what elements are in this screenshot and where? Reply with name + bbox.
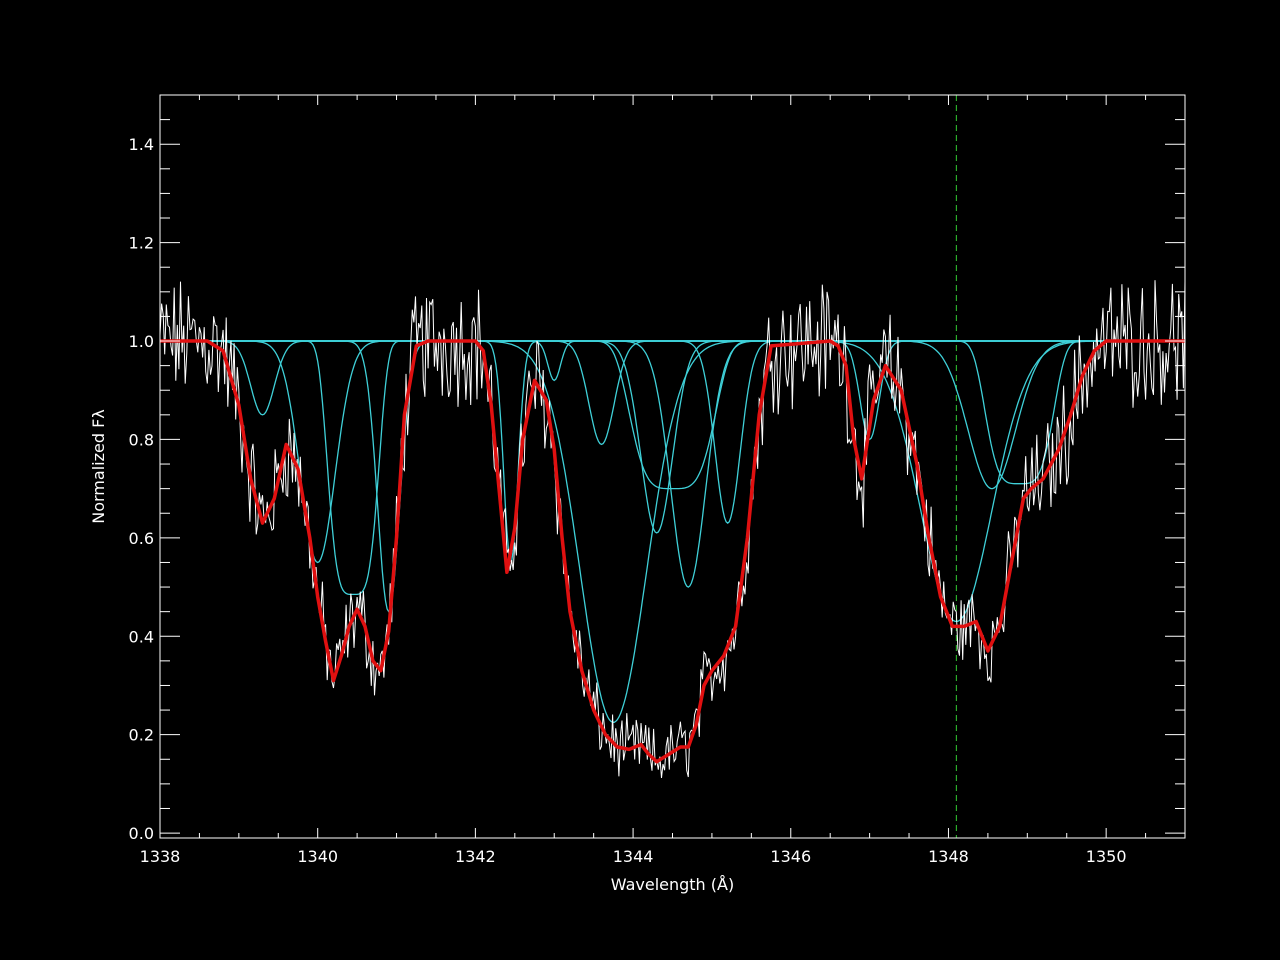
- y-axis-ticks: [160, 94, 1185, 834]
- y-tick-label: 1.0: [129, 332, 154, 351]
- y-axis-title: Normalized Fλ: [89, 409, 108, 524]
- y-tick-label: 0.6: [129, 529, 154, 548]
- y-tick-label: 0.8: [129, 430, 154, 449]
- x-axis-title: Wavelength (Å): [611, 875, 734, 894]
- x-tick-label: 1340: [297, 847, 338, 866]
- component-profile-line: [160, 340, 1185, 524]
- component-profile-line: [160, 340, 1185, 446]
- x-tick-label: 1350: [1086, 847, 1127, 866]
- x-tick-label: 1348: [928, 847, 969, 866]
- component-profile-line: [160, 340, 1185, 723]
- component-profile-line: [160, 340, 1185, 562]
- y-tick-label: 1.2: [129, 234, 154, 253]
- x-tick-label: 1346: [770, 847, 811, 866]
- plot-clip-group: [159, 95, 1186, 838]
- y-tick-label: 0.2: [129, 726, 154, 745]
- component-profile-line: [160, 340, 1185, 564]
- component-profile-line: [160, 340, 1185, 441]
- y-tick-label: 0.0: [129, 824, 154, 843]
- y-tick-label: 1.4: [129, 135, 154, 154]
- y-tick-label: 0.4: [129, 627, 154, 646]
- component-profiles: [160, 340, 1185, 723]
- x-axis-tick-labels: 1338 1340 1342 1344 1346 1348 1350: [140, 847, 1127, 866]
- x-tick-label: 1344: [613, 847, 654, 866]
- observed-spectrum-line: [159, 280, 1186, 779]
- x-tick-label: 1338: [140, 847, 181, 866]
- component-profile-line: [160, 340, 1185, 485]
- y-axis-tick-labels: 0.0 0.2 0.4 0.6 0.8 1.0 1.2 1.4: [129, 135, 154, 843]
- model-fit-line: [160, 339, 1185, 764]
- x-tick-label: 1342: [455, 847, 496, 866]
